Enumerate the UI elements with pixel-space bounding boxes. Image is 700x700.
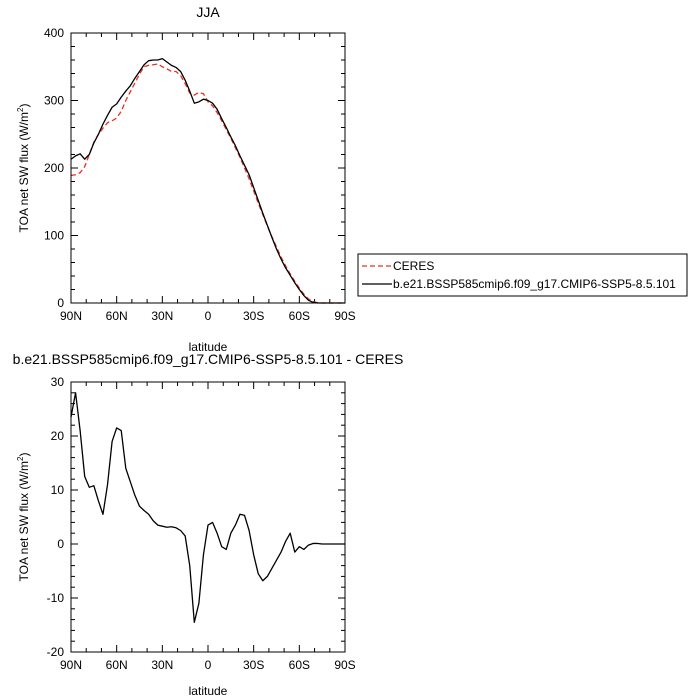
top-y-label-close: ) [17, 104, 31, 108]
bottom-y-tick-label: 0 [57, 537, 64, 551]
bottom-y-tick-label: 10 [51, 483, 65, 497]
top-y-tick-label: 200 [44, 161, 64, 175]
top-x-tick-label: 30N [151, 309, 173, 323]
bottom-x-tick-label: 90S [334, 658, 355, 672]
bottom-y-tick-label: 30 [51, 375, 65, 389]
bottom-x-tick-label: 90N [60, 658, 82, 672]
top-y-tick-label: 300 [44, 94, 64, 108]
top-y-tick-label: 0 [57, 296, 64, 310]
top-y-label-superscript: 2 [16, 107, 25, 112]
bottom-plot-area: 90N 60N 30N 0 30S 60S 90S -20 -10 0 10 20 30 [47, 375, 356, 672]
top-panel-title: JJA [196, 4, 220, 20]
top-x-tick-label: 90S [334, 309, 355, 323]
top-x-tick-label: 30S [243, 309, 264, 323]
top-y-label-text: TOA net SW flux (W/m [17, 112, 31, 232]
top-plot-area: 90N 60N 30N 0 30S 60S 90S 0 100 200 300 400 [44, 26, 356, 323]
top-ceres-line [70, 63, 345, 304]
bottom-x-axis-label: latitude [189, 684, 228, 698]
top-y-tick-label: 400 [44, 26, 64, 40]
top-y-axis-label: TOA net SW flux (W/m2) [16, 104, 31, 233]
bottom-difference-line [70, 392, 345, 623]
legend-label-model: b.e21.BSSP585cmip6.f09_g17.CMIP6-SSP5-8.… [393, 277, 676, 291]
legend-label-ceres: CERES [393, 259, 434, 273]
bottom-x-tick-label: 0 [205, 658, 212, 672]
bottom-x-tick-label: 30S [243, 658, 264, 672]
top-y-tick-label: 100 [44, 229, 64, 243]
bottom-y-axis-label: TOA net SW flux (W/m2) [16, 453, 31, 582]
bottom-y-label-superscript: 2 [16, 456, 25, 461]
top-x-tick-label: 90N [60, 309, 82, 323]
top-x-tick-label: 0 [205, 309, 212, 323]
bottom-y-tick-label: -20 [47, 645, 65, 659]
bottom-y-label-close: ) [17, 453, 31, 457]
top-x-tick-label: 60S [289, 309, 310, 323]
bottom-panel: b.e21.BSSP585cmip6.f09_g17.CMIP6-SSP5-8.… [13, 351, 404, 698]
legend-box [357, 253, 688, 297]
legend: CERES b.e21.BSSP585cmip6.f09_g17.CMIP6-S… [357, 253, 688, 297]
top-panel: JJA latitude TOA net SW flux (W/m2) 90N 6… [16, 4, 688, 354]
bottom-x-tick-label: 60N [106, 658, 128, 672]
bottom-y-label-text: TOA net SW flux (W/m [17, 461, 31, 581]
top-model-line [70, 58, 345, 304]
bottom-panel-title: b.e21.BSSP585cmip6.f09_g17.CMIP6-SSP5-8.… [13, 351, 404, 367]
bottom-y-tick-label: -10 [47, 591, 65, 605]
top-x-axis-label: latitude [189, 340, 228, 354]
top-plot-frame [70, 32, 346, 304]
bottom-x-tick-label: 60S [289, 658, 310, 672]
top-x-tick-label: 60N [106, 309, 128, 323]
bottom-x-tick-label: 30N [151, 658, 173, 672]
bottom-y-tick-label: 20 [51, 429, 65, 443]
bottom-plot-frame [70, 381, 346, 653]
